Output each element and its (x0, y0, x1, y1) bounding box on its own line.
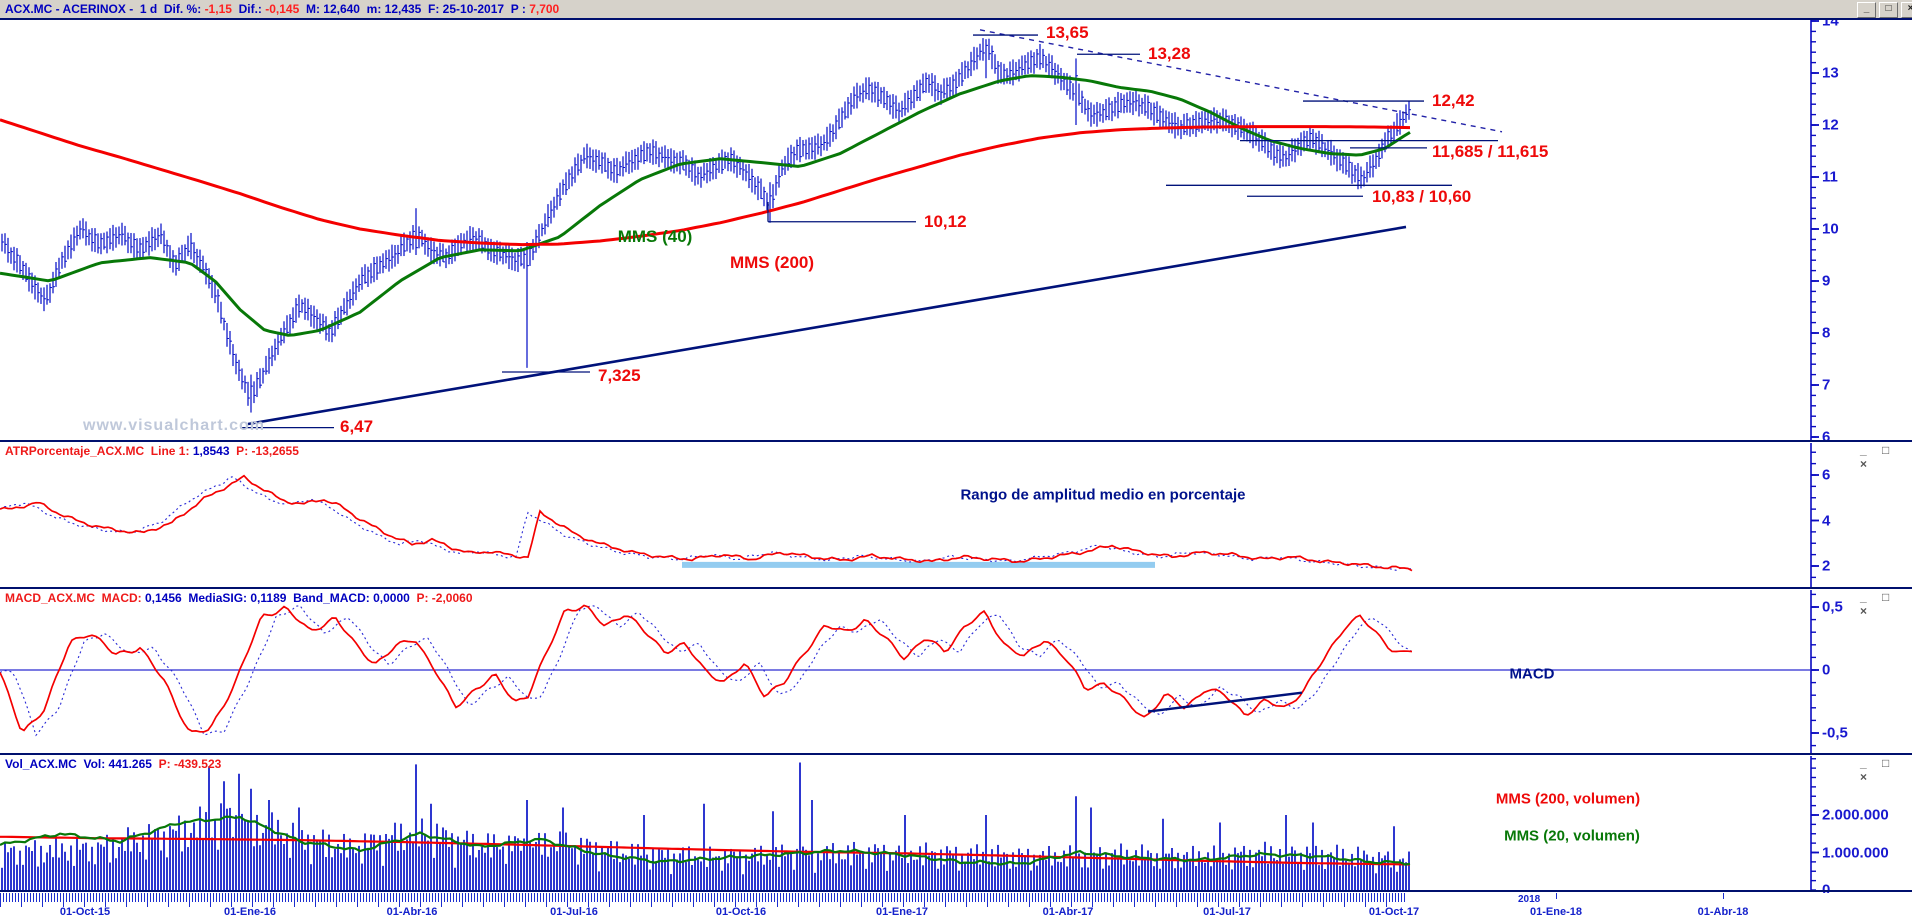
separator-title (0, 18, 1912, 20)
window-controls-main: _ □ × (1857, 2, 1912, 18)
mms200-label: MMS (200) (729, 252, 815, 272)
macd-header-segment: MACD_ACX.MC MACD: (5, 591, 145, 605)
time-axis[interactable]: 01-Oct-15 01-Ene-16 01-Abr-16 01-Jul-16 01-O… (0, 893, 1912, 922)
axis-tick-label: 1.000.000 (1822, 844, 1889, 861)
axis-tick-label: 6 (1822, 428, 1831, 446)
maximize-button[interactable]: □ (1879, 2, 1898, 18)
atr-header-segment: ATRPorcentaje_ACX.MC Line 1: (5, 444, 193, 458)
axis-tick-label: 10 (1822, 220, 1839, 238)
week-tick-band (0, 893, 1406, 907)
macd-header-segment: 0,1456 (145, 591, 182, 605)
separator-macd-vol[interactable] (0, 753, 1912, 755)
macd-header-segment: MediaSIG: 0,1189 Band_MACD: 0,0000 (181, 591, 410, 605)
window-controls-macd[interactable]: _ □ × (1860, 590, 1896, 618)
axis-tick-label: 2.000.000 (1822, 806, 1889, 824)
axis-tick-label: 13 (1822, 64, 1839, 82)
date-label: 01-Ene-16 (224, 906, 276, 918)
title-segment: -0,145 (265, 2, 300, 16)
date-label: 01-Ene-18 (1530, 906, 1582, 918)
date-label: 01-Ene-17 (876, 906, 928, 918)
title-segment: Dif.: (231, 2, 266, 16)
axis-tick-label: 8 (1822, 324, 1831, 342)
price-annotation: 6,47 (340, 417, 374, 437)
axis-tick-label: 4 (1822, 512, 1831, 529)
date-label: 01-Abr-18 (1697, 906, 1749, 918)
title-segment: ACX.MC - ACERINOX - 1 d Dif. %: (5, 2, 205, 16)
date-label: 01-Oct-16 (715, 906, 767, 918)
title-segment: P : (510, 2, 530, 16)
axis-tick-label: 6 (1822, 466, 1831, 484)
price-annotation: 10,12 (924, 212, 967, 232)
axis-tick-label: 9 (1822, 272, 1831, 290)
atr-header-segment: P: -13,2655 (229, 444, 299, 458)
date-label: 01-Oct-17 (1368, 906, 1420, 918)
macd-header-segment: P: -2,0060 (409, 591, 473, 605)
macd-note-label: MACD (1509, 665, 1555, 683)
minimize-button[interactable]: _ (1857, 2, 1876, 18)
separator-vol-axis[interactable] (0, 890, 1912, 892)
vol-mms20-label: MMS (20, volumen) (1504, 827, 1640, 845)
visualchart-watermark: www.visualchart.com (83, 417, 266, 434)
axis-tick-label: 12 (1822, 116, 1839, 134)
window-controls-vol[interactable]: _ □ × (1860, 756, 1896, 784)
axis-tick-label: 0,5 (1822, 598, 1843, 616)
price-annotation: 11,685 / 11,615 (1432, 142, 1549, 162)
date-label: 01-Abr-17 (1042, 906, 1094, 918)
vol-header-segment: Vol_ACX.MC Vol: 441.265 (5, 757, 159, 771)
atr-header-segment: 1,8543 (192, 444, 230, 458)
separator-atr-macd[interactable] (0, 587, 1912, 589)
year-marker: 2018 (1518, 894, 1541, 905)
date-label: 01-Abr-16 (386, 906, 438, 918)
vol-header-segment: P: -439.523 (158, 757, 222, 771)
title-segment: -1,15 (204, 2, 232, 16)
price-annotation: 7,325 (598, 366, 641, 386)
date-label: 01-Jul-17 (1203, 906, 1251, 918)
atr-note-label: Rango de amplitud medio en porcentaje (960, 486, 1246, 504)
date-tick (1723, 893, 1724, 899)
price-annotation: 12,42 (1432, 91, 1475, 111)
axis-tick-label: 2 (1822, 557, 1831, 575)
date-tick (1556, 893, 1557, 899)
vol-mms200-label: MMS (200, volumen) (1495, 790, 1641, 808)
main-title-bar: ACX.MC - ACERINOX - 1 d Dif. %: -1,15 Di… (0, 0, 1912, 18)
atr-panel-header: ATRPorcentaje_ACX.MC Line 1: 1,8543 P: -… (5, 444, 299, 458)
price-annotation: 13,28 (1148, 43, 1191, 63)
date-label: 01-Jul-16 (550, 906, 598, 918)
symbol-info-header: ACX.MC - ACERINOX - 1 d Dif. %: -1,15 Di… (5, 2, 559, 16)
volume-panel-header: Vol_ACX.MC Vol: 441.265 P: -439.523 (5, 757, 221, 771)
axis-tick-label: 11 (1822, 168, 1838, 186)
price-annotation: 10,83 / 10,60 (1372, 186, 1472, 206)
separator-price-atr[interactable] (0, 440, 1912, 442)
price-annotation: 13,65 (1046, 22, 1089, 42)
window-controls-atr[interactable]: _ □ × (1860, 443, 1896, 471)
title-segment: M: 12,640 m: 12,435 F: 25-10-2017 (299, 2, 511, 16)
title-segment: 7,700 (529, 2, 560, 16)
axis-tick-label: 0 (1822, 661, 1831, 679)
axis-tick-label: -0,5 (1822, 724, 1848, 742)
date-label: 01-Oct-15 (59, 906, 111, 918)
axis-tick-label: 7 (1822, 376, 1831, 394)
close-button[interactable]: × (1901, 2, 1912, 18)
mms40-label: MMS (40) (617, 226, 693, 246)
macd-panel-header: MACD_ACX.MC MACD: 0,1456 MediaSIG: 0,118… (5, 591, 473, 605)
